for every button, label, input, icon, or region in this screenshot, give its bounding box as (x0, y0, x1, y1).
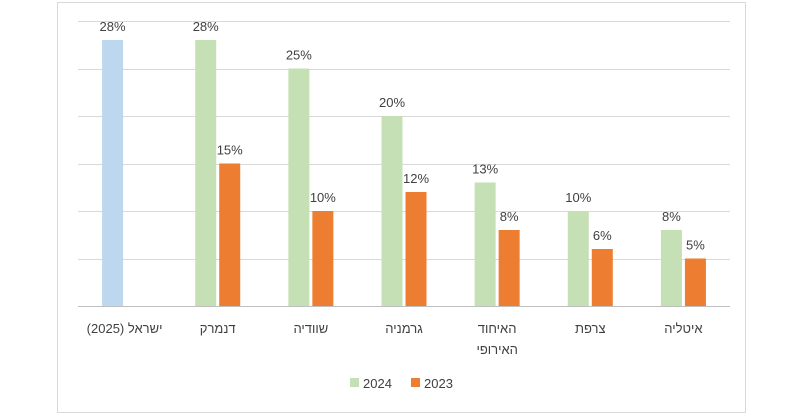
x-tick-label: דנמרק (199, 321, 236, 336)
value-label: 8% (500, 209, 519, 224)
value-label: 5% (686, 238, 705, 253)
x-tick-label: שוודיה (293, 321, 329, 336)
value-label: 20% (379, 95, 405, 110)
x-tick-label: האיחוד האירופי (476, 321, 518, 357)
value-label: 13% (472, 162, 498, 177)
bar (312, 211, 334, 306)
bar (660, 230, 682, 306)
x-tick-label: צרפת (575, 321, 606, 336)
bar (219, 163, 241, 306)
value-label: 10% (565, 190, 591, 205)
value-label: 25% (286, 48, 312, 63)
legend-swatch (411, 378, 420, 387)
bar (405, 192, 427, 306)
bar (684, 258, 706, 306)
legend-label: 2024 (363, 376, 392, 391)
value-label: 12% (403, 171, 429, 186)
legend-swatch (350, 378, 359, 387)
value-label: 8% (662, 209, 681, 224)
bar (288, 68, 310, 306)
x-tick-label: ישראל (2025) (86, 321, 163, 336)
bar (195, 40, 217, 306)
bar (102, 40, 124, 306)
value-label: 28% (100, 19, 126, 34)
value-label: 6% (593, 228, 612, 243)
value-label: 10% (310, 190, 336, 205)
x-tick-label: איטליה (664, 321, 703, 336)
legend-label: 2023 (424, 376, 453, 391)
bar (591, 249, 613, 306)
bar (381, 116, 403, 306)
value-label: 15% (217, 143, 243, 158)
value-label: 28% (193, 19, 219, 34)
bar (474, 182, 496, 306)
bar (498, 230, 520, 306)
bar (567, 211, 589, 306)
x-tick-label: גרמניה (385, 321, 423, 336)
